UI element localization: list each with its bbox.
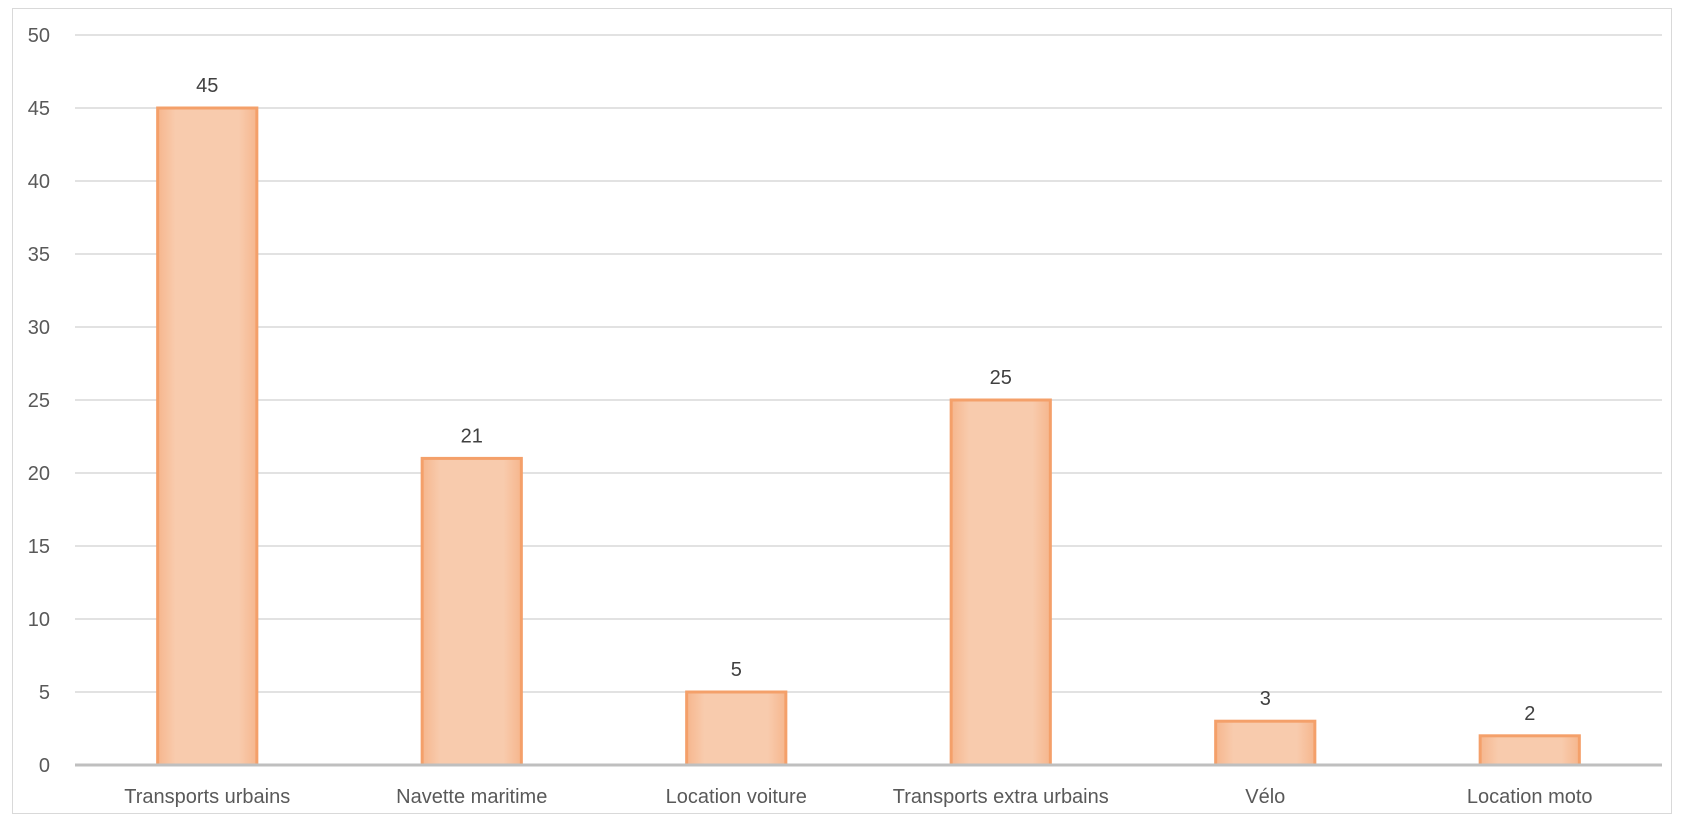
x-tick-label: Location voiture xyxy=(666,786,807,808)
chart-frame xyxy=(12,8,1672,814)
data-label: 21 xyxy=(461,425,483,447)
y-tick-label: 30 xyxy=(28,317,50,339)
bars-layer xyxy=(156,106,1581,767)
data-label: 3 xyxy=(1260,688,1271,710)
y-tick-label: 5 xyxy=(39,682,50,704)
y-tick-label: 40 xyxy=(28,171,50,193)
data-label: 2 xyxy=(1524,703,1535,725)
data-label: 45 xyxy=(196,75,218,97)
y-tick-label: 0 xyxy=(39,755,50,777)
data-label: 5 xyxy=(731,659,742,681)
y-tick-label: 25 xyxy=(28,390,50,412)
data-label: 25 xyxy=(990,367,1012,389)
y-tick-label: 15 xyxy=(28,536,50,558)
bar xyxy=(949,398,1052,767)
x-tick-label: Transports extra urbains xyxy=(893,786,1109,808)
x-tick-label: Location moto xyxy=(1467,786,1593,808)
y-tick-label: 50 xyxy=(28,25,50,47)
y-tick-label: 10 xyxy=(28,609,50,631)
y-tick-label: 35 xyxy=(28,244,50,266)
x-tick-label: Vélo xyxy=(1245,786,1285,808)
bar xyxy=(156,106,259,767)
x-tick-label: Navette maritime xyxy=(396,786,547,808)
bar xyxy=(420,456,523,767)
grid-layer xyxy=(75,34,1662,693)
bar xyxy=(685,690,788,767)
x-tick-label: Transports urbains xyxy=(124,786,290,808)
y-tick-label: 20 xyxy=(28,463,50,485)
y-tick-label: 45 xyxy=(28,98,50,120)
bar xyxy=(1478,734,1581,767)
bar xyxy=(1214,719,1317,767)
